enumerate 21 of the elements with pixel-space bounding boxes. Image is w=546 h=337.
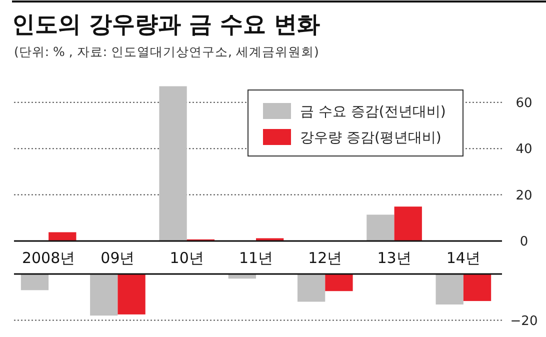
x-tick-label: 12년 xyxy=(308,249,342,268)
bar xyxy=(366,214,394,241)
x-tick-label: 09년 xyxy=(100,249,135,268)
x-tick-label: 2008년 xyxy=(22,249,76,268)
bar xyxy=(48,232,76,241)
y-tick-label: 0 xyxy=(520,234,528,250)
x-tick-label: 10년 xyxy=(170,249,204,268)
legend-label: 금 수요 증감(전년대비) xyxy=(300,104,446,120)
chart-subtitle: (단위: % , 자료: 인도열대기상연구소, 세계금위원회) xyxy=(14,44,319,59)
x-tick-label: 13년 xyxy=(377,249,412,268)
bar xyxy=(256,238,284,241)
y-tick-label: 20 xyxy=(516,188,532,204)
legend-label: 강우량 증감(평년대비) xyxy=(300,130,442,146)
y-tick-label: 40 xyxy=(516,142,532,158)
y-tick-label: 60 xyxy=(516,96,532,111)
x-tick-label: 14년 xyxy=(446,249,480,268)
chart-title: 인도의 강우량과 금 수요 변화 xyxy=(12,12,320,38)
bar xyxy=(394,206,422,241)
y-tick-label: −20 xyxy=(510,314,538,329)
x-tick-label: 11년 xyxy=(238,249,274,268)
bar xyxy=(159,86,187,241)
